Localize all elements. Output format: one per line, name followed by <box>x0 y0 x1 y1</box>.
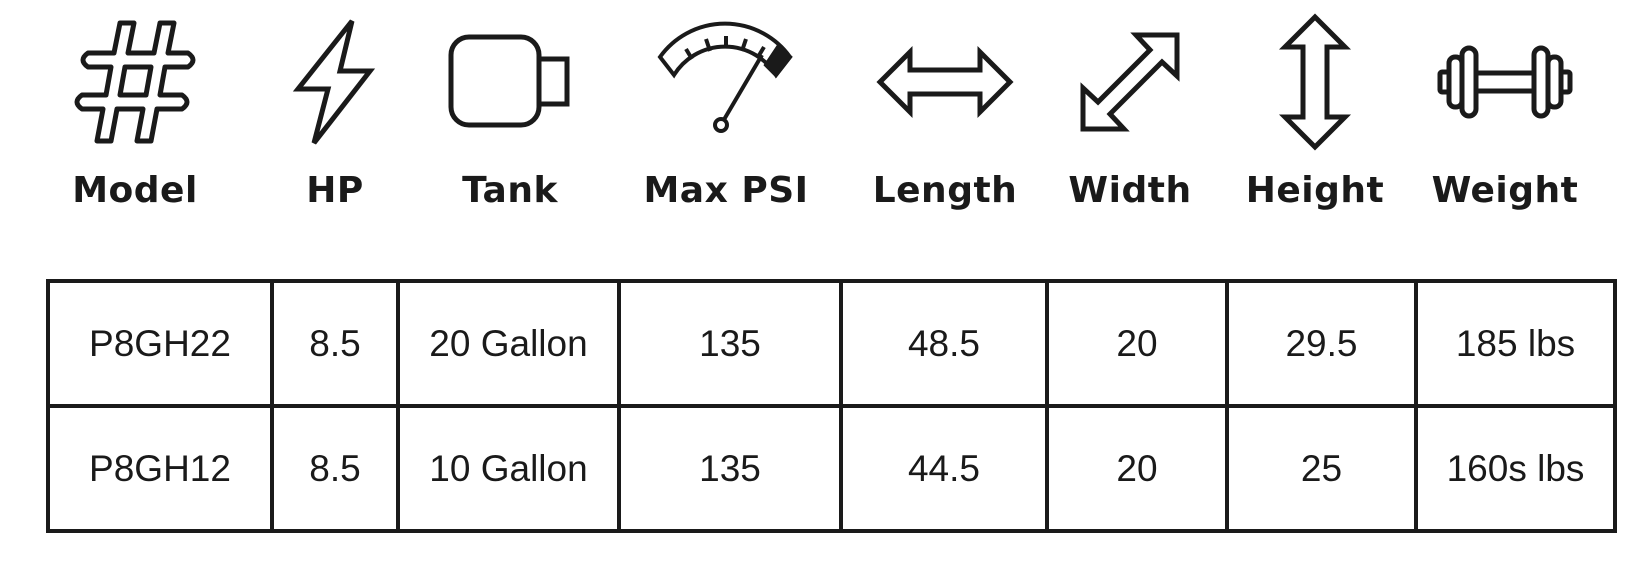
specs-table: P8GH22 8.5 20 Gallon 135 48.5 20 29.5 18… <box>46 279 1617 533</box>
column-label: Length <box>872 170 1018 211</box>
diagonal-arrow-icon <box>1060 12 1200 152</box>
column-header-length: Length <box>855 0 1035 240</box>
horizontal-arrow-icon <box>855 12 1035 152</box>
column-header-tank: Tank <box>420 0 600 240</box>
hashtag-icon <box>64 12 206 152</box>
table-cell: 135 <box>617 279 843 408</box>
table-cell: 10 Gallon <box>396 404 621 533</box>
table-cell: 135 <box>617 404 843 533</box>
table-cell: 48.5 <box>839 279 1049 408</box>
column-label: Max PSI <box>643 170 809 211</box>
column-header-height: Height <box>1240 0 1390 240</box>
column-header-weight: Weight <box>1420 0 1590 240</box>
table-cell: 185 lbs <box>1414 279 1617 408</box>
table-cell: 8.5 <box>270 279 400 408</box>
table-cell: 8.5 <box>270 404 400 533</box>
table-cell: 44.5 <box>839 404 1049 533</box>
table-cell: 29.5 <box>1225 279 1418 408</box>
column-label: HP <box>306 170 364 211</box>
table-cell: 160s lbs <box>1414 404 1617 533</box>
column-label: Tank <box>462 170 558 211</box>
vertical-arrow-icon <box>1240 12 1390 152</box>
lightning-bolt-icon <box>280 12 390 152</box>
column-header-hp: HP <box>280 0 390 240</box>
column-header-width: Width <box>1060 0 1200 240</box>
column-label: Model <box>72 170 198 211</box>
table-cell: 20 <box>1045 404 1229 533</box>
tank-icon <box>420 12 600 152</box>
column-header-max-psi: Max PSI <box>636 0 816 240</box>
table-cell: P8GH12 <box>46 404 274 533</box>
column-label: Weight <box>1431 170 1579 211</box>
column-header-model: Model <box>64 0 206 240</box>
table-row: P8GH12 8.5 10 Gallon 135 44.5 20 25 160s… <box>46 404 1617 533</box>
column-label: Width <box>1068 170 1192 211</box>
table-row: P8GH22 8.5 20 Gallon 135 48.5 20 29.5 18… <box>46 279 1617 408</box>
table-cell: 25 <box>1225 404 1418 533</box>
table-cell: 20 <box>1045 279 1229 408</box>
pressure-gauge-icon <box>636 12 816 152</box>
table-cell: P8GH22 <box>46 279 274 408</box>
column-label: Height <box>1245 170 1385 211</box>
table-cell: 20 Gallon <box>396 279 621 408</box>
dumbbell-icon <box>1420 12 1590 152</box>
